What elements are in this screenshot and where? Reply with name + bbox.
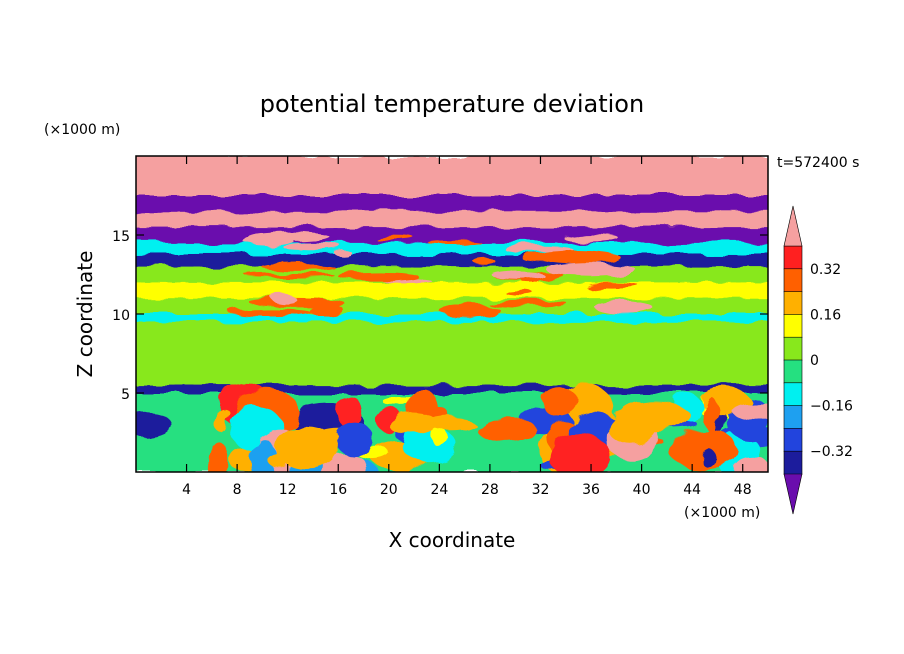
field-blob bbox=[563, 233, 619, 242]
colorbar-segment bbox=[783, 268, 803, 293]
colorbar-label: 0 bbox=[810, 353, 819, 369]
field-blob bbox=[732, 402, 768, 421]
x-tick-label: 40 bbox=[633, 482, 651, 498]
x-tick-label: 16 bbox=[329, 482, 347, 498]
colorbar-label: −0.32 bbox=[810, 444, 853, 460]
colorbar-label: 0.16 bbox=[810, 307, 841, 323]
field-blob bbox=[261, 263, 335, 271]
field-blob bbox=[338, 272, 419, 282]
colorbar-segment bbox=[783, 450, 803, 475]
time-label: t=572400 s bbox=[777, 155, 859, 171]
y-tick-label: 15 bbox=[112, 229, 130, 245]
field-blob bbox=[215, 406, 230, 421]
field-blob bbox=[374, 235, 415, 241]
x-tick-label: 44 bbox=[683, 482, 701, 498]
colorbar-label: 0.32 bbox=[810, 262, 841, 278]
colorbar-segment bbox=[783, 428, 803, 452]
field-blob bbox=[136, 410, 171, 437]
field-blob bbox=[334, 249, 352, 257]
field-band bbox=[136, 253, 768, 268]
y-tick-label: 10 bbox=[112, 308, 130, 324]
field-blob bbox=[473, 258, 496, 266]
colorbar-label: −0.16 bbox=[810, 399, 853, 415]
x-axis-label: X coordinate bbox=[389, 528, 516, 552]
x-unit-label: (×1000 m) bbox=[684, 505, 760, 521]
field-blob bbox=[387, 412, 437, 435]
field-band bbox=[136, 156, 768, 196]
field-blob bbox=[243, 235, 295, 247]
chart-title: potential temperature deviation bbox=[260, 90, 644, 118]
field-blob bbox=[549, 434, 612, 472]
field-blob bbox=[428, 417, 475, 431]
field-band bbox=[136, 282, 768, 299]
y-axis-ticks: 5 10 15 bbox=[112, 229, 768, 403]
x-tick-label: 48 bbox=[734, 482, 752, 498]
field-blob bbox=[269, 450, 288, 470]
y-axis-label: Z coordinate bbox=[73, 251, 97, 378]
field-blob bbox=[283, 245, 322, 250]
x-tick-label: 4 bbox=[182, 482, 191, 498]
colorbar-segment bbox=[783, 314, 803, 338]
y-tick-label: 5 bbox=[121, 387, 130, 403]
field-blob bbox=[595, 300, 653, 315]
field-blob bbox=[337, 395, 362, 429]
x-tick-label: 24 bbox=[430, 482, 448, 498]
field-blob bbox=[704, 397, 719, 434]
field-blob bbox=[228, 307, 312, 317]
field-blob bbox=[274, 426, 338, 469]
field-blob bbox=[701, 448, 716, 468]
field-band bbox=[136, 242, 768, 255]
field-blob bbox=[477, 416, 537, 444]
colorbar: 0.32 0.16 0 −0.16 −0.32 bbox=[783, 205, 853, 515]
field-blob bbox=[505, 290, 534, 296]
field-band bbox=[136, 321, 768, 386]
x-tick-label: 32 bbox=[532, 482, 550, 498]
field-blob bbox=[308, 302, 343, 316]
field-blob bbox=[250, 438, 277, 472]
x-tick-label: 28 bbox=[481, 482, 499, 498]
field-blob bbox=[584, 282, 639, 289]
field-blob bbox=[546, 263, 636, 277]
field-blob bbox=[492, 270, 545, 280]
colorbar-segment bbox=[783, 382, 803, 407]
x-tick-label: 36 bbox=[582, 482, 600, 498]
colorbar-bottom-triangle bbox=[783, 473, 803, 515]
field-band bbox=[136, 385, 768, 394]
field-blob bbox=[621, 401, 691, 433]
x-tick-label: 12 bbox=[279, 482, 297, 498]
field-bands bbox=[136, 156, 768, 472]
field-blob bbox=[522, 278, 540, 285]
colorbar-segment bbox=[783, 405, 803, 430]
x-axis-ticks: 4 8 12 16 20 24 28 32 36 40 44 48 bbox=[182, 156, 752, 498]
field-band bbox=[136, 314, 768, 323]
field-band bbox=[136, 211, 768, 228]
field-blob bbox=[668, 429, 739, 470]
field-contours bbox=[136, 156, 768, 472]
field-blob bbox=[335, 422, 374, 457]
colorbar-segment bbox=[783, 291, 803, 316]
colorbar-segment bbox=[783, 245, 803, 270]
field-band bbox=[136, 266, 768, 283]
field-band bbox=[136, 195, 768, 212]
y-unit-label: (×1000 m) bbox=[44, 122, 120, 138]
x-tick-label: 8 bbox=[233, 482, 242, 498]
field-blob bbox=[209, 441, 229, 472]
field-blob bbox=[541, 387, 578, 416]
field-blob bbox=[272, 296, 297, 304]
field-blob bbox=[734, 457, 768, 472]
field-blob bbox=[245, 273, 335, 279]
colorbar-segment bbox=[783, 359, 803, 384]
colorbar-top-triangle bbox=[783, 205, 803, 247]
field-blob bbox=[504, 246, 574, 253]
field-blob bbox=[440, 305, 502, 318]
colorbar-segment bbox=[783, 336, 803, 361]
field-blob bbox=[427, 240, 481, 245]
field-blob bbox=[487, 299, 568, 308]
x-tick-label: 20 bbox=[380, 482, 398, 498]
